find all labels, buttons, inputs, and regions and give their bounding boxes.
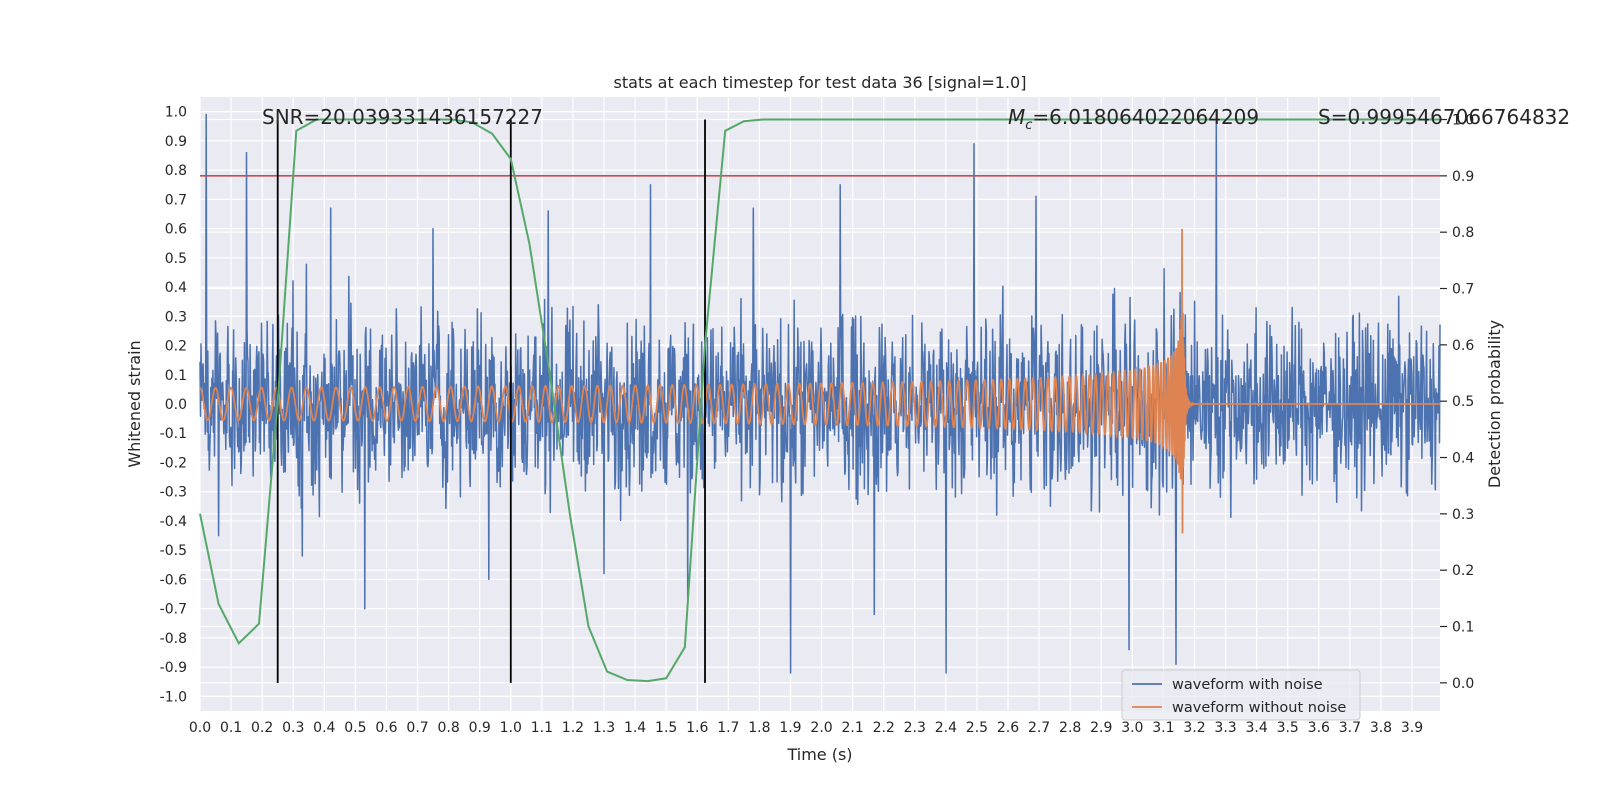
- y-tick-label-10: 0.0: [165, 397, 187, 413]
- x-tick-label-13: 1.3: [593, 720, 615, 736]
- chirp-mass-value: =6.018064022064209: [1032, 105, 1259, 129]
- y2-axis-label: Detection probability: [1485, 320, 1504, 488]
- detection-probability-line: [199, 118, 1440, 683]
- x-tick-label-31: 3.1: [1152, 720, 1174, 736]
- x-tick-label-32: 3.2: [1183, 720, 1205, 736]
- chirp-mass-subscript: c: [1025, 118, 1032, 133]
- y-tick-label-7: 0.3: [165, 309, 187, 325]
- x-tick-label-34: 3.4: [1246, 720, 1268, 736]
- x-tick-label-5: 0.5: [344, 720, 366, 736]
- y2-tick-label-10: 0.0: [1452, 676, 1474, 692]
- legend-label-clean: waveform without noise: [1172, 700, 1346, 716]
- x-tick-label-23: 2.3: [904, 720, 926, 736]
- x-tick-label-30: 3.0: [1121, 720, 1143, 736]
- x-tick-label-7: 0.7: [406, 720, 428, 736]
- x-tick-label-2: 0.2: [251, 720, 273, 736]
- y2-tick-label-7: 0.3: [1452, 507, 1474, 523]
- y-tick-label-20: -1.0: [160, 689, 187, 705]
- y2-tick-label-6: 0.4: [1452, 451, 1474, 467]
- y2-tick-label-4: 0.6: [1452, 338, 1474, 354]
- y2-axis-ticks: 1.0 0.9 0.8 0.7 0.6 0.5 0.4 0.3 0.2 0.1 0.0: [1440, 113, 1474, 692]
- x-tick-label-29: 2.9: [1090, 720, 1112, 736]
- x-tick-label-12: 1.2: [562, 720, 584, 736]
- y-tick-label-19: -0.9: [160, 660, 187, 676]
- x-tick-label-15: 1.5: [655, 720, 677, 736]
- x-axis-label: Time (s): [786, 745, 852, 764]
- y-tick-label-13: -0.3: [160, 485, 187, 501]
- x-tick-label-33: 3.3: [1214, 720, 1236, 736]
- x-tick-label-10: 1.0: [500, 720, 522, 736]
- x-tick-label-19: 1.9: [779, 720, 801, 736]
- y-tick-label-17: -0.7: [160, 602, 187, 618]
- y2-tick-label-1: 0.9: [1452, 169, 1474, 185]
- x-tick-label-27: 2.7: [1028, 720, 1050, 736]
- legend-box: [1121, 669, 1361, 721]
- clean-waveform-line: [199, 228, 1440, 534]
- x-tick-label-22: 2.2: [873, 720, 895, 736]
- x-tick-label-20: 2.0: [810, 720, 832, 736]
- series-detection-probability: [199, 118, 1440, 683]
- x-tick-label-24: 2.4: [935, 720, 957, 736]
- overlay-lines: [200, 119, 1440, 683]
- x-tick-label-18: 1.8: [748, 720, 770, 736]
- x-tick-label-25: 2.5: [966, 720, 988, 736]
- x-tick-label-37: 3.7: [1339, 720, 1361, 736]
- y-axis-ticks: 1.0 0.9 0.8 0.7 0.6 0.5 0.4 0.3 0.2 0.1 0.0 -0.1 -0.…: [160, 105, 187, 706]
- y-tick-label-0: 1.0: [165, 105, 187, 121]
- y-axis-label: Whitened strain: [125, 340, 144, 467]
- y-tick-label-3: 0.7: [165, 192, 187, 208]
- y-tick-label-12: -0.2: [160, 455, 187, 471]
- legend-label-noise: waveform with noise: [1172, 677, 1323, 693]
- y2-tick-label-8: 0.2: [1452, 563, 1474, 579]
- y-tick-label-6: 0.4: [165, 280, 187, 296]
- x-tick-label-28: 2.8: [1059, 720, 1081, 736]
- x-tick-label-36: 3.6: [1308, 720, 1330, 736]
- series-waveform-with-noise: [199, 110, 1441, 674]
- x-tick-label-21: 2.1: [841, 720, 863, 736]
- y2-tick-label-2: 0.8: [1452, 225, 1474, 241]
- series-waveform-without-noise: [199, 228, 1440, 534]
- snr-annotation: SNR=20.039331436157227: [262, 105, 543, 129]
- y-tick-label-9: 0.1: [165, 368, 187, 384]
- y-tick-label-15: -0.5: [160, 543, 187, 559]
- y-tick-label-14: -0.4: [160, 514, 187, 530]
- y2-tick-label-5: 0.5: [1452, 394, 1474, 410]
- y2-tick-label-9: 0.1: [1452, 620, 1474, 636]
- noise-line: [199, 110, 1441, 674]
- y-tick-label-2: 0.8: [165, 163, 187, 179]
- x-tick-label-8: 0.8: [437, 720, 459, 736]
- x-axis-ticks: 0.0 0.1 0.2 0.3 0.4 0.5 0.6 0.7 0.8 0.9 1.0 1.1 1.2 1…: [189, 720, 1423, 736]
- x-tick-label-17: 1.7: [717, 720, 739, 736]
- y-tick-label-1: 0.9: [165, 134, 187, 150]
- y-tick-label-5: 0.5: [165, 251, 187, 267]
- y-tick-label-8: 0.2: [165, 339, 187, 355]
- chirp-mass-annotation: Mc=6.018064022064209: [1008, 105, 1259, 133]
- y-tick-label-11: -0.1: [160, 426, 187, 442]
- legend: waveform with noise waveform without noi…: [1121, 669, 1361, 721]
- x-tick-label-16: 1.6: [686, 720, 708, 736]
- score-annotation: S=0.9995467066764832: [1318, 105, 1570, 129]
- x-tick-label-38: 3.8: [1370, 720, 1392, 736]
- y-tick-label-18: -0.8: [160, 631, 187, 647]
- x-tick-label-3: 0.3: [282, 720, 304, 736]
- x-tick-label-35: 3.5: [1277, 720, 1299, 736]
- x-tick-label-39: 3.9: [1401, 720, 1423, 736]
- y-tick-label-4: 0.6: [165, 222, 187, 238]
- x-tick-label-11: 1.1: [531, 720, 553, 736]
- y2-tick-label-3: 0.7: [1452, 282, 1474, 298]
- y-tick-label-16: -0.6: [160, 572, 187, 588]
- chirp-mass-symbol: M: [1008, 105, 1025, 129]
- x-tick-label-26: 2.6: [997, 720, 1019, 736]
- x-tick-label-14: 1.4: [624, 720, 646, 736]
- y2-tick-label-0: 1.0: [1452, 113, 1474, 129]
- x-tick-label-1: 0.1: [220, 720, 242, 736]
- x-tick-label-9: 0.9: [469, 720, 491, 736]
- chart-title: stats at each timestep for test data 36 …: [614, 73, 1027, 92]
- x-tick-label-0: 0.0: [189, 720, 211, 736]
- x-tick-label-4: 0.4: [313, 720, 335, 736]
- x-tick-label-6: 0.6: [375, 720, 397, 736]
